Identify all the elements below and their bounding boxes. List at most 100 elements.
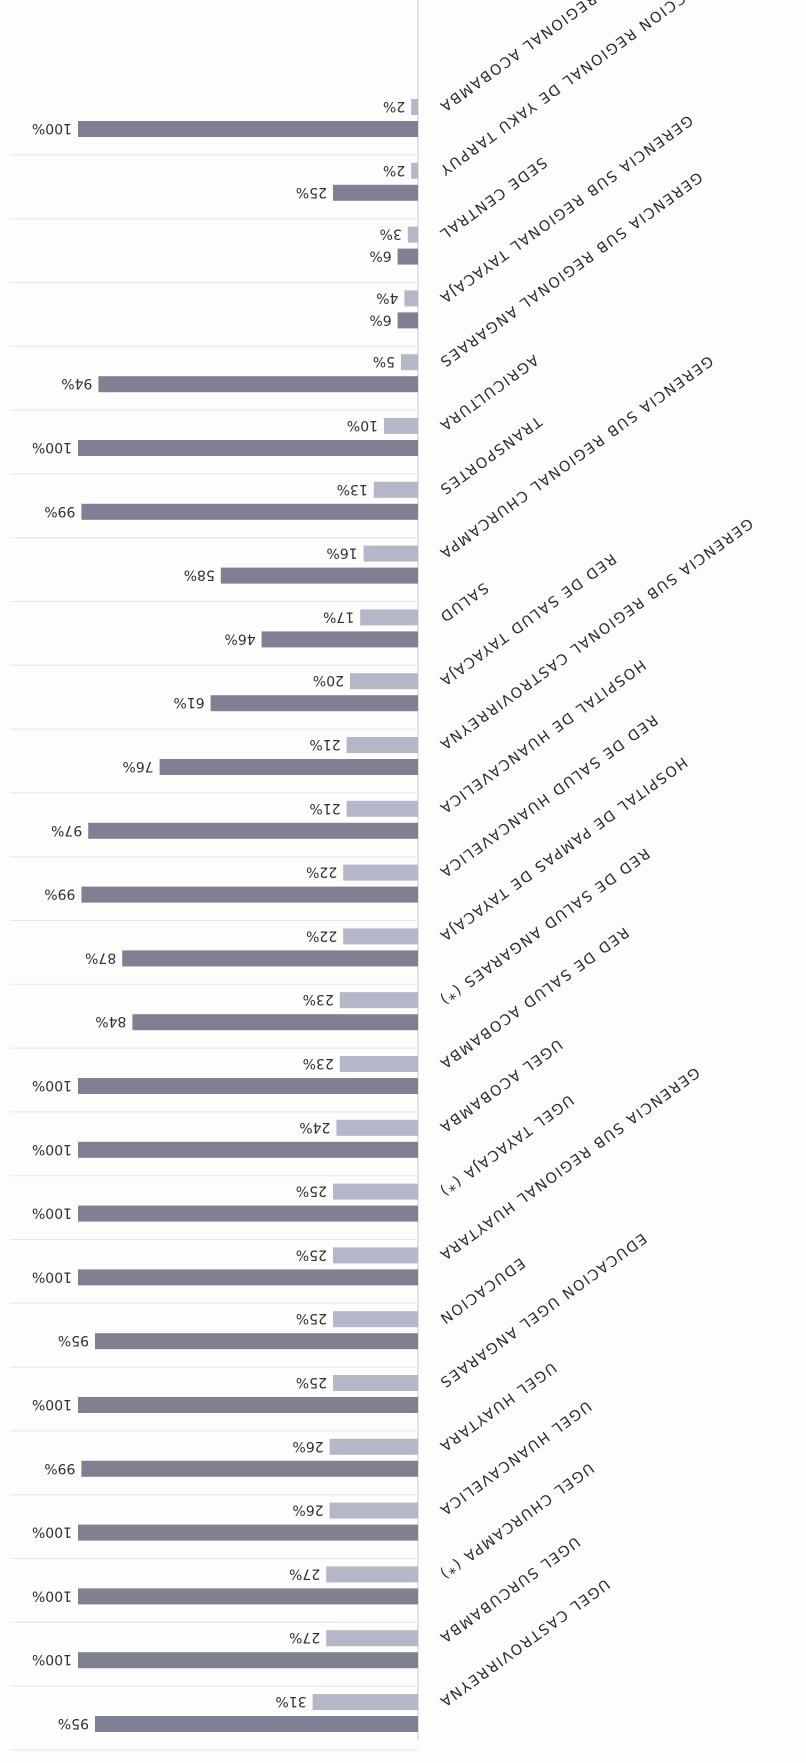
bar-series-1 [329, 1438, 418, 1455]
category-label: UGEL CASTROVIRREYNA [436, 1575, 613, 1709]
bar-value-label: 100% [32, 1651, 72, 1667]
bar-value-label: 4% [376, 289, 398, 305]
bar-series-2 [98, 376, 418, 393]
bar-series-2 [261, 631, 418, 648]
bar-series-1 [411, 99, 418, 115]
category-label: EDUCACION [436, 1254, 528, 1327]
bar-value-label: 21% [309, 736, 340, 752]
bar-value-label: 6% [369, 311, 391, 327]
bar-value-label: 25% [296, 1183, 327, 1199]
bar-value-label: 26% [292, 1438, 323, 1454]
bar-value-label: 2% [383, 162, 405, 178]
bar-series-2 [95, 1716, 418, 1732]
bar-value-label: 100% [32, 1587, 72, 1603]
bar-value-label: 99% [44, 886, 75, 902]
bar-series-2 [78, 1397, 418, 1413]
bar-value-label: 25% [296, 184, 327, 200]
bar-series-2 [132, 1014, 418, 1031]
bar-series-2 [220, 567, 418, 584]
bar-value-label: 76% [122, 758, 153, 774]
bar-series-2 [78, 1652, 418, 1669]
bar-value-label: 25% [296, 1310, 327, 1326]
bar-series-2 [210, 695, 418, 712]
bar-series-1 [350, 673, 418, 690]
bar-series-1 [333, 1247, 418, 1264]
bar-series-1 [343, 864, 418, 881]
bar-value-label: 31% [275, 1693, 306, 1709]
bar-series-2 [81, 1460, 418, 1477]
bar-series-1 [411, 162, 418, 179]
bar-value-label: 100% [32, 1524, 72, 1540]
category-label: RED DE SALUD TAYACAJA [436, 550, 619, 689]
bar-series-2 [78, 1141, 418, 1158]
bar-value-label: 100% [32, 1205, 72, 1221]
bar-value-label: 22% [306, 927, 337, 943]
bar-value-label: 99% [44, 1460, 75, 1476]
bar-value-label: 100% [32, 1396, 72, 1412]
bar-series-1 [343, 928, 418, 945]
bar-value-label: 100% [32, 1268, 72, 1284]
bar-series-1 [326, 1566, 418, 1583]
bar-value-label: 23% [303, 1055, 334, 1071]
bar-value-label: 16% [326, 545, 357, 561]
bar-value-label: 97% [51, 822, 82, 838]
bar-value-label: 99% [44, 503, 75, 519]
bar-series-2 [159, 759, 418, 775]
bar-series-1 [360, 609, 418, 626]
bar-value-label: 5% [373, 353, 395, 369]
bar-series-2 [333, 184, 418, 201]
bar-value-label: 21% [309, 800, 340, 816]
bar-series-2 [78, 1269, 418, 1286]
bar-value-label: 25% [296, 1374, 327, 1390]
bar-series-2 [122, 950, 418, 967]
bar-series-2 [78, 440, 418, 456]
bar-series-1 [363, 545, 418, 562]
category-label: RED DE SALUD ACOBAMBA [436, 923, 632, 1071]
bar-value-label: 58% [184, 567, 215, 583]
bar-value-label: 100% [32, 1141, 72, 1157]
bar-series-1 [336, 1119, 418, 1136]
bar-value-label: 27% [289, 1629, 320, 1645]
bar-series-1 [401, 354, 418, 371]
bar-series-1 [404, 290, 418, 307]
bar-value-label: 87% [85, 949, 116, 965]
bar-series-2 [78, 1588, 418, 1605]
bar-value-label: 3% [380, 226, 402, 242]
bar-series-2 [397, 248, 418, 265]
bar-series-2 [81, 886, 418, 903]
bar-value-label: 2% [383, 98, 405, 114]
bar-series-1 [346, 800, 418, 817]
bar-value-label: 84% [95, 1013, 126, 1029]
bar-value-label: 17% [323, 608, 354, 624]
bar-value-label: 10% [347, 417, 378, 433]
bar-series-1 [339, 992, 418, 1009]
bar-series-1 [329, 1502, 418, 1519]
bar-value-label: 6% [369, 248, 391, 264]
bar-value-label: 26% [292, 1502, 323, 1518]
bar-series-2 [78, 121, 418, 137]
bar-value-label: 100% [32, 439, 72, 455]
category-label: UGEL HUANCAVELICA [436, 1397, 594, 1518]
bar-value-label: 100% [32, 1077, 72, 1093]
bar-series-1 [333, 1311, 418, 1328]
bar-value-label: 95% [58, 1715, 89, 1731]
bar-series-1 [407, 226, 418, 243]
bar-value-label: 27% [289, 1565, 320, 1581]
bar-value-label: 46% [224, 630, 255, 646]
bar-value-label: 13% [337, 481, 368, 497]
bar-series-2 [88, 822, 418, 839]
category-label: GERENCIA SUB REGIONAL CASTROVIRREYNA [436, 514, 756, 752]
bar-series-2 [78, 1205, 418, 1222]
chart-rotated-group: 31% 95% UGEL CASTROVIRREYNA 27% 100% UGEL SUR… [10, 0, 756, 1751]
category-label: SALUD [436, 579, 491, 625]
bar-value-label: 95% [58, 1332, 89, 1348]
category-label: UGEL SURCUBAMBA [436, 1533, 583, 1646]
bar-value-label: 23% [303, 991, 334, 1007]
bar-series-1 [312, 1694, 418, 1710]
bar-value-label: 61% [173, 694, 204, 710]
bar-series-2 [78, 1078, 418, 1094]
bar-series-2 [95, 1333, 418, 1350]
bar-value-label: 20% [313, 672, 344, 688]
